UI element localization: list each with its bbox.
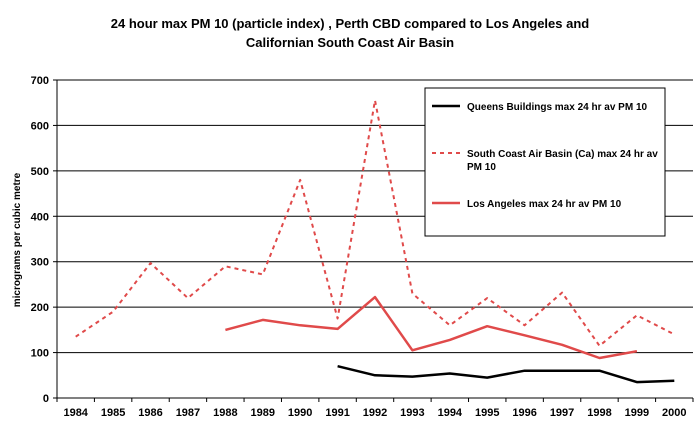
- legend-label-0-0: Queens Buildings max 24 hr av PM 10: [467, 102, 648, 113]
- legend-box: [424, 87, 666, 237]
- chart-title-line-2: Californian South Coast Air Basin: [246, 35, 454, 50]
- x-tick-label-1998: 1998: [587, 407, 611, 419]
- y-tick-labels: 0 100 200 300 400 500 600 700: [31, 75, 49, 405]
- x-tick-label-1994: 1994: [438, 407, 463, 419]
- legend: Queens Buildings max 24 hr av PM 10 South…: [424, 87, 666, 237]
- y-tick-label-100: 100: [31, 348, 49, 360]
- x-tick-label-1995: 1995: [475, 407, 499, 419]
- y-tick-label-300: 300: [31, 257, 49, 269]
- y-tick-label-0: 0: [43, 393, 49, 405]
- series-line-1-0: [75, 99, 675, 347]
- y-tick-label-200: 200: [31, 302, 49, 314]
- legend-label-2-0: Los Angeles max 24 hr av PM 10: [467, 199, 622, 210]
- legend-label-1-1: PM 10: [467, 162, 496, 173]
- x-tick-label-1997: 1997: [550, 407, 574, 419]
- y-axis-label: micrograms per cubic metre: [12, 172, 23, 307]
- x-tick-label-2000: 2000: [662, 407, 686, 419]
- series-2: [225, 295, 638, 360]
- x-tick-label-1986: 1986: [138, 407, 162, 419]
- series-lines: [75, 99, 675, 384]
- x-tick-labels: 1984 1985 1986 1987 1988 1989 1990 1991 1992 1993…: [63, 407, 686, 419]
- chart-title-line-1: 24 hour max PM 10 (particle index) , Per…: [111, 16, 590, 31]
- x-tick-label-1989: 1989: [251, 407, 275, 419]
- series-line-0-0: [337, 364, 675, 384]
- x-tick-label-1990: 1990: [288, 407, 312, 419]
- y-tick-label-400: 400: [31, 211, 49, 223]
- series-0: [337, 364, 675, 384]
- legend-label-1-0: South Coast Air Basin (Ca) max 24 hr av: [467, 149, 658, 160]
- y-tick-label-700: 700: [31, 75, 49, 87]
- axes: [53, 79, 694, 402]
- series-1: [75, 99, 675, 347]
- x-tick-label-1987: 1987: [176, 407, 200, 419]
- x-tick-label-1996: 1996: [512, 407, 536, 419]
- x-tick-label-1992: 1992: [363, 407, 387, 419]
- x-tick-label-1999: 1999: [625, 407, 649, 419]
- x-tick-label-1984: 1984: [63, 407, 88, 419]
- x-tick-label-1993: 1993: [400, 407, 424, 419]
- x-tick-label-1985: 1985: [101, 407, 125, 419]
- y-tick-label-600: 600: [31, 120, 49, 132]
- x-tick-label-1991: 1991: [325, 407, 349, 419]
- legend-items: Queens Buildings max 24 hr av PM 10 South…: [432, 102, 658, 210]
- y-tick-label-500: 500: [31, 166, 49, 178]
- x-tick-label-1988: 1988: [213, 407, 237, 419]
- series-line-2-0: [225, 295, 638, 360]
